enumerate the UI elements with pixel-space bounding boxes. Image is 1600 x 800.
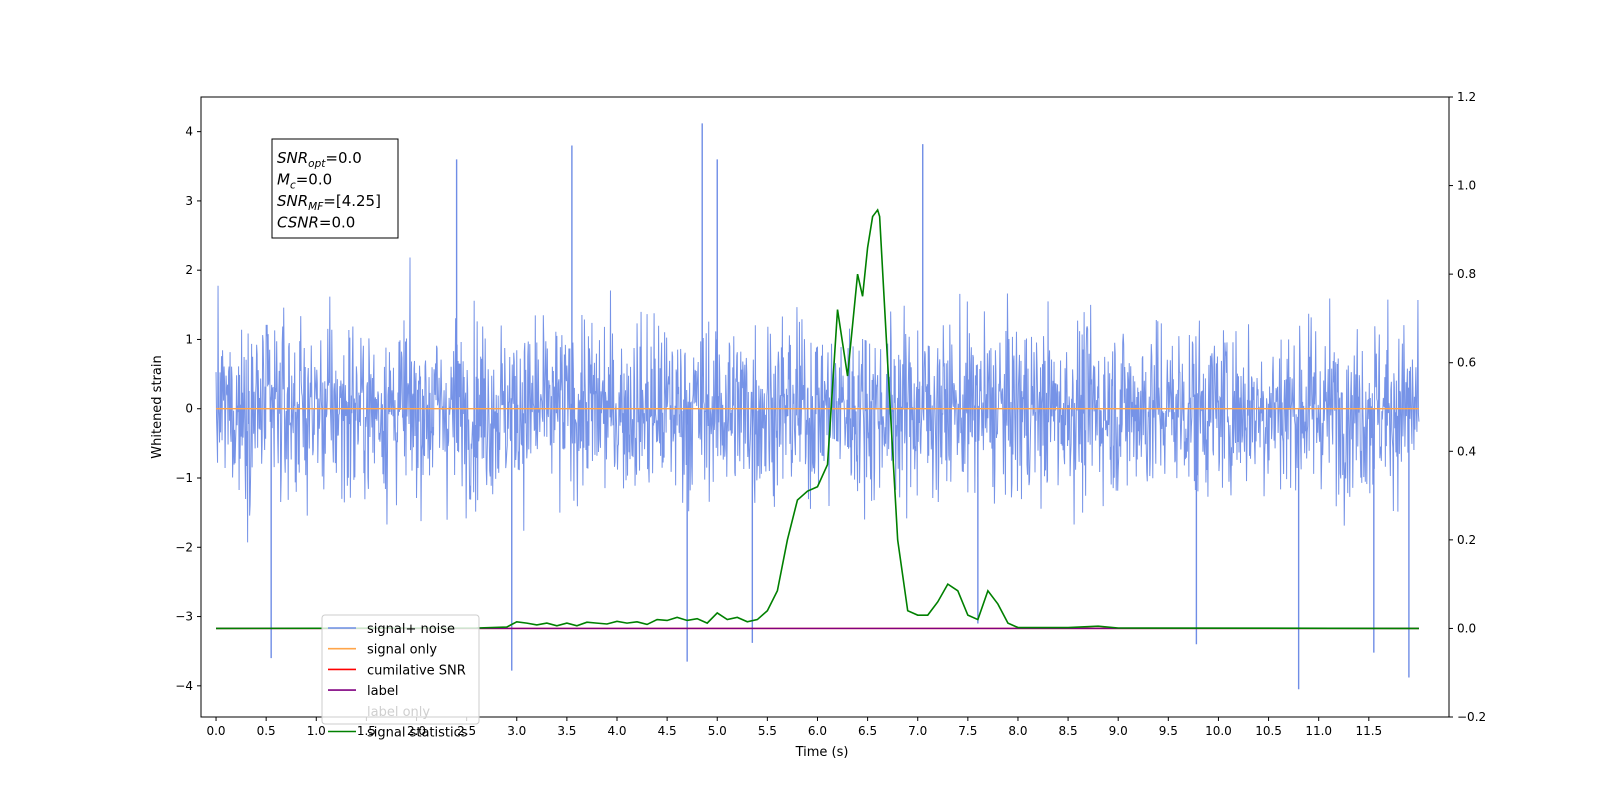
y2-tick-label: 1.0 [1457,179,1476,193]
x-axis-label: Time (s) [795,745,849,760]
x-tick-label: 5.5 [758,724,777,738]
x-tick-label: 0.0 [206,724,225,738]
x-tick-label: 9.0 [1109,724,1128,738]
x-tick-label: 3.5 [557,724,576,738]
y-tick-label: −3 [175,610,193,624]
x-tick-label: 3.0 [507,724,526,738]
annotation-line: SNRopt=0.0 [277,149,362,170]
series-line-signal-statistics [216,208,1419,630]
x-tick-label: 11.5 [1355,724,1382,738]
x-tick-label: 9.5 [1159,724,1178,738]
y-axis-label: Whitened strain [150,355,165,458]
x-tick-label: 6.5 [858,724,877,738]
x-tick-label: 2.0 [407,724,426,738]
y-tick-label: 2 [185,263,193,277]
x-tick-label: 8.5 [1059,724,1078,738]
y-tick-label: 4 [185,125,193,139]
legend-entry: label only [367,705,430,720]
legend-entry: cumilative SNR [367,663,466,678]
y2-tick-label: 1.2 [1457,90,1476,104]
x-tick-label: 8.0 [1008,724,1027,738]
x-tick-label: 7.0 [908,724,927,738]
y-tick-label: −4 [175,679,193,693]
x-tick-label: 6.0 [808,724,827,738]
y-tick-label: −2 [175,540,193,554]
x-tick-label: 4.5 [658,724,677,738]
x-tick-label: 4.0 [607,724,626,738]
axes-frame [200,96,1450,718]
legend: signal+ noise signal only cumilative SNR la… [321,614,480,741]
y-tick-label: 0 [185,402,193,416]
y-axis-ticks: −4 −3 −2 −1 0 1 2 3 4 [175,125,201,693]
x-axis-ticks: 0.0 0.5 1.0 1.5 2.0 2.5 3.0 3.5 4.0 4.5 5.0 5.5 6.0 6… [206,717,1382,738]
y-tick-label: −1 [175,471,193,485]
y2-tick-label: 0.8 [1457,267,1476,281]
y-tick-label: 3 [185,194,193,208]
x-tick-label: 5.0 [708,724,727,738]
y2-tick-label: 0.0 [1457,621,1476,635]
y2-tick-label: −0.2 [1457,710,1486,724]
x-tick-label: 10.0 [1205,724,1232,738]
x-tick-label: 11.0 [1305,724,1332,738]
annotation-frame [271,138,399,239]
legend-entry: signal statistics [367,726,468,741]
y2-tick-label: 0.2 [1457,533,1476,547]
series-line-signal-noise [215,257,1420,543]
x-tick-label: 10.5 [1255,724,1282,738]
annotation-line: Mc=0.0 [277,171,332,192]
y2-tick-label: 0.4 [1457,444,1476,458]
x-tick-label: 2.5 [457,724,476,738]
x-tick-label: 0.5 [257,724,276,738]
y2-axis-ticks: −0.2 0.0 0.2 0.4 0.6 0.8 1.0 1.2 [1449,90,1486,724]
annotation-line: CSNR=0.0 [277,214,355,232]
x-tick-label: 1.0 [307,724,326,738]
legend-entry: signal only [367,643,437,658]
x-tick-label: 7.5 [958,724,977,738]
legend-entry: signal+ noise [367,622,455,637]
x-tick-label: 1.5 [357,724,376,738]
annotation-line: SNRMF=[4.25] [277,192,381,213]
legend-frame [321,614,480,725]
y2-tick-label: 0.6 [1457,356,1476,370]
legend-entry: label [367,684,398,699]
y-tick-label: 1 [185,332,193,346]
